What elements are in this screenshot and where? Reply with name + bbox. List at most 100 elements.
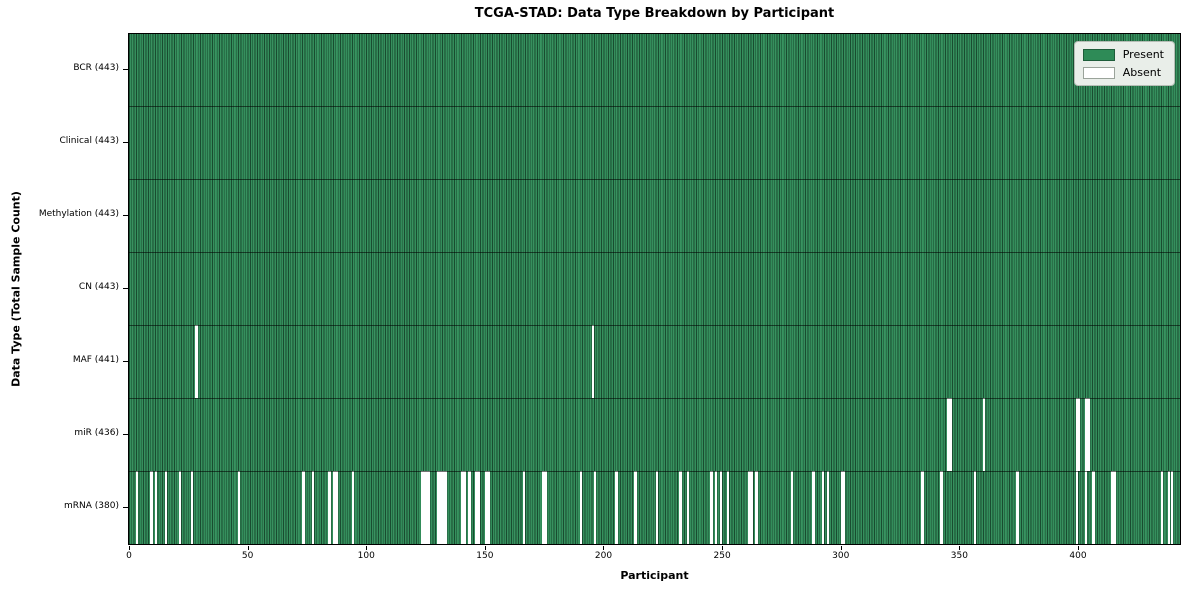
absent-stripe: [1016, 471, 1019, 544]
y-tick-label: miR (436): [74, 427, 119, 438]
absent-stripe: [634, 471, 637, 544]
absent-stripe: [544, 471, 547, 544]
absent-swatch-icon: [1082, 66, 1115, 79]
heatmap-row-Methylation: [129, 180, 1180, 253]
row-separator: [129, 252, 1180, 254]
absent-stripe: [579, 471, 583, 544]
legend-label-present: Present: [1122, 48, 1164, 61]
absent-stripe: [1075, 398, 1078, 472]
absent-stripe: [461, 471, 464, 544]
absent-stripe: [748, 471, 751, 544]
y-tick-label: Clinical (443): [59, 136, 119, 147]
absent-stripe: [477, 471, 481, 544]
row-separator: [129, 179, 1180, 181]
absent-stripe: [1085, 398, 1088, 472]
row-separator: [129, 397, 1180, 399]
absent-stripe: [178, 471, 182, 544]
x-tick-mark: [1077, 546, 1079, 550]
legend-entry-present: Present: [1082, 48, 1164, 61]
chart-title: TCGA-STAD: Data Type Breakdown by Partic…: [474, 6, 835, 21]
absent-stripe: [487, 471, 490, 544]
absent-stripe: [425, 471, 428, 544]
absent-stripe: [475, 471, 478, 544]
y-tick-mark: [123, 506, 128, 508]
absent-stripe: [940, 471, 943, 544]
x-tick-mark: [484, 546, 486, 550]
x-tick-mark: [366, 546, 368, 550]
y-tick-mark: [123, 142, 128, 144]
absent-stripe: [328, 471, 331, 544]
absent-stripe: [1111, 471, 1114, 544]
heatmap-row-CN: [129, 253, 1180, 326]
absent-stripe: [921, 471, 924, 544]
absent-stripe: [420, 471, 424, 544]
x-tick-mark: [959, 546, 961, 550]
heatmap-row-miR: [129, 398, 1180, 472]
absent-stripe: [522, 471, 526, 544]
absent-stripe: [826, 471, 829, 544]
y-tick-mark: [123, 360, 128, 362]
absent-stripe: [750, 471, 753, 544]
absent-stripe: [1085, 471, 1088, 544]
absent-stripe: [840, 471, 844, 544]
absent-stripe: [1170, 471, 1173, 544]
x-tick-label: 100: [357, 551, 375, 561]
absent-stripe: [463, 471, 466, 544]
x-tick-label: 250: [713, 551, 731, 561]
y-tick-label: BCR (443): [73, 63, 119, 74]
plot-area: Present Absent: [128, 33, 1181, 545]
absent-stripe: [444, 471, 447, 544]
absent-stripe: [755, 471, 758, 544]
absent-stripe: [949, 398, 953, 472]
x-tick-mark: [840, 546, 842, 550]
absent-stripe: [1077, 398, 1081, 472]
legend-label-absent: Absent: [1122, 66, 1162, 79]
y-tick-label: Methylation (443): [38, 209, 119, 220]
absent-stripe: [423, 471, 426, 544]
absent-stripe: [1087, 398, 1090, 472]
absent-stripe: [439, 471, 443, 544]
absent-stripe: [238, 471, 241, 544]
absent-stripe: [686, 471, 689, 544]
present-swatch-icon: [1082, 48, 1115, 61]
absent-stripe: [484, 471, 488, 544]
absent-stripe: [437, 471, 440, 544]
x-axis-label: Participant: [620, 569, 689, 582]
x-tick-label: 50: [241, 551, 254, 561]
absent-stripe: [714, 471, 718, 544]
absent-stripe: [468, 471, 471, 544]
absent-stripe: [311, 471, 315, 544]
absent-stripe: [427, 471, 431, 544]
absent-stripe: [302, 471, 305, 544]
absent-stripe: [591, 325, 594, 399]
x-tick-mark: [603, 546, 605, 550]
absent-stripe: [594, 471, 597, 544]
heatmap-row-Clinical: [129, 107, 1180, 180]
x-tick-label: 300: [832, 551, 850, 561]
x-tick-mark: [129, 546, 130, 550]
row-separator: [129, 324, 1180, 326]
absent-stripe: [1168, 471, 1171, 544]
absent-stripe: [719, 471, 723, 544]
x-tick-label: 400: [1069, 551, 1087, 561]
heatmap-row-mRNA: [129, 471, 1180, 544]
absent-stripe: [164, 471, 167, 544]
heatmap-row-BCR: [129, 34, 1180, 107]
x-tick-label: 150: [476, 551, 494, 561]
absent-stripe: [442, 471, 445, 544]
row-separator: [129, 470, 1180, 472]
absent-stripe: [335, 471, 338, 544]
heatmap-row-MAF: [129, 325, 1180, 399]
absent-stripe: [1075, 471, 1078, 544]
absent-stripe: [136, 471, 139, 544]
x-tick-label: 200: [594, 551, 613, 561]
y-tick-mark: [123, 288, 128, 289]
y-tick-mark: [123, 69, 128, 71]
absent-stripe: [190, 471, 194, 544]
absent-stripe: [352, 471, 355, 544]
absent-stripe: [655, 471, 659, 544]
absent-stripe: [150, 471, 153, 544]
absent-stripe: [821, 471, 825, 544]
absent-stripe: [1113, 471, 1116, 544]
